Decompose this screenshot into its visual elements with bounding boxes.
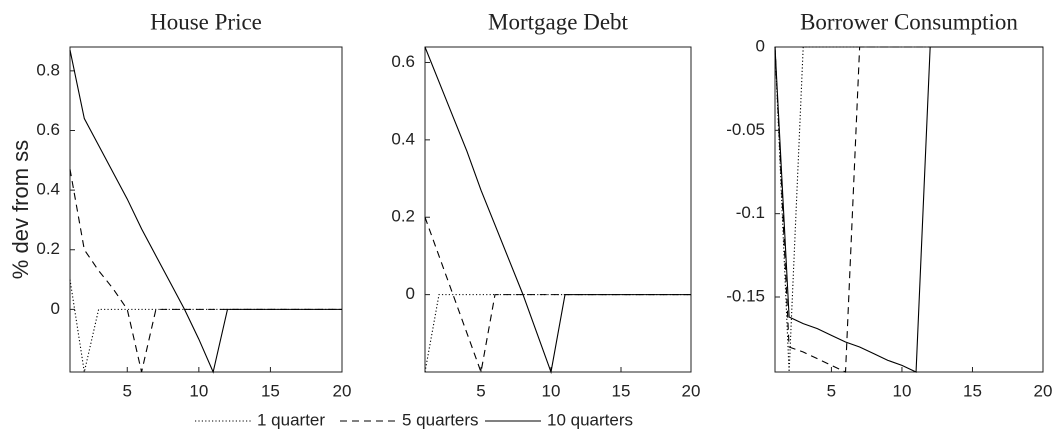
plot-area [424, 46, 692, 373]
legend-label: 1 quarter [257, 410, 325, 429]
series-line [774, 46, 1043, 373]
y-tick-label: 0 [756, 36, 765, 55]
x-tick-label: 15 [963, 381, 982, 400]
legend-label: 5 quarters [402, 410, 479, 429]
y-tick-label: 0 [406, 284, 415, 303]
x-tick-label: 15 [612, 381, 631, 400]
plot-area [69, 46, 343, 373]
series-line [69, 279, 342, 373]
y-tick-label: 0.4 [36, 180, 60, 199]
series-line [424, 217, 691, 375]
plot-area [774, 46, 1044, 373]
y-tick-label: 0.8 [36, 60, 60, 79]
chart-title: Borrower Consumption [800, 9, 1018, 34]
legend-label: 10 quarters [547, 410, 633, 429]
y-tick-label: 0 [51, 299, 60, 318]
x-tick-label: 10 [542, 381, 561, 400]
x-tick-label: 20 [1034, 381, 1053, 400]
series-line [424, 46, 691, 375]
x-tick-label: 15 [261, 381, 280, 400]
y-tick-label: 0.2 [391, 207, 415, 226]
y-axis-label: % dev from ss [8, 140, 33, 279]
y-tick-label: 0.6 [36, 120, 60, 139]
y-tick-label: -0.05 [726, 120, 765, 139]
series-line [69, 49, 342, 374]
y-tick-label: -0.1 [736, 203, 765, 222]
series-line [774, 46, 1043, 373]
chart-title: House Price [150, 9, 262, 34]
x-tick-label: 20 [682, 381, 701, 400]
x-tick-label: 5 [827, 381, 836, 400]
y-tick-label: 0.2 [36, 239, 60, 258]
x-tick-label: 20 [333, 381, 352, 400]
y-tick-label: 0.6 [391, 52, 415, 71]
chart-title: Mortgage Debt [488, 9, 628, 34]
series-line [774, 46, 1043, 373]
y-tick-label: 0.4 [391, 129, 415, 148]
x-tick-label: 10 [892, 381, 911, 400]
x-tick-label: 5 [123, 381, 132, 400]
x-tick-label: 10 [189, 381, 208, 400]
y-tick-label: -0.15 [726, 286, 765, 305]
x-tick-label: 5 [476, 381, 485, 400]
